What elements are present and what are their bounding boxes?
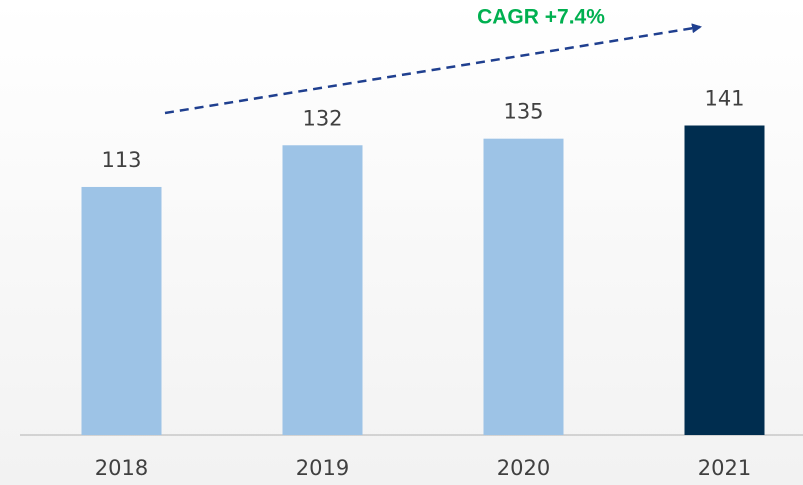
x-tick-label: 2018 <box>95 456 148 480</box>
trend-arrow <box>164 23 702 115</box>
value-label: 141 <box>704 87 744 111</box>
x-tick-label: 2019 <box>296 456 349 480</box>
x-tick-label: 2020 <box>497 456 550 480</box>
bar <box>483 138 564 436</box>
cagr-annotation: CAGR +7.4% <box>477 6 605 29</box>
bar <box>282 145 363 435</box>
value-label: 135 <box>503 100 543 124</box>
value-label: 113 <box>101 148 141 172</box>
bar <box>81 186 162 435</box>
bar <box>684 125 765 435</box>
value-label: 132 <box>302 106 342 130</box>
x-tick-label: 2021 <box>698 456 751 480</box>
